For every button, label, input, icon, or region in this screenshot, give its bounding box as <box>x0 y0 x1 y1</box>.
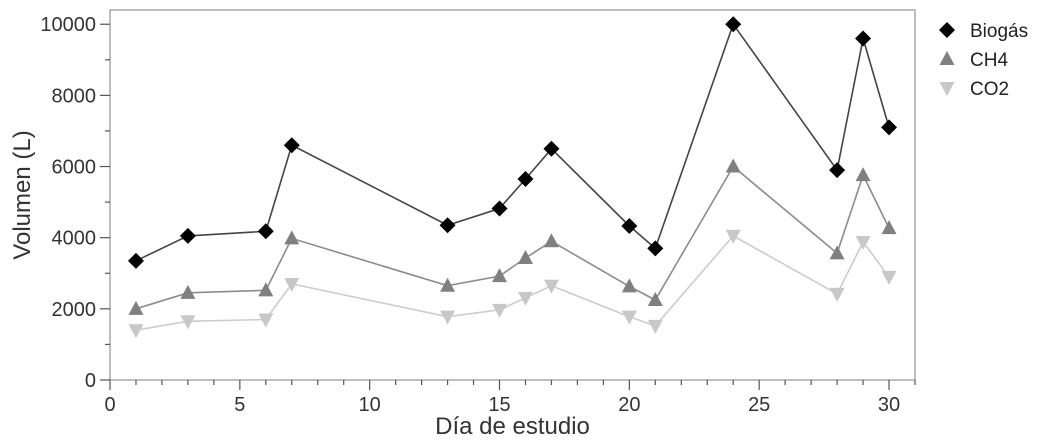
data-point-biog-s <box>621 217 638 234</box>
data-point-biog-s <box>855 30 872 47</box>
data-point-ch4 <box>647 291 663 306</box>
data-point-ch4 <box>492 268 508 283</box>
series-line-ch4 <box>135 165 890 310</box>
data-point-co2 <box>621 310 637 325</box>
data-point-biog-s <box>543 140 560 157</box>
y-tick-label: 2000 <box>52 299 97 321</box>
plot-frame <box>109 9 916 381</box>
y-axis-title: Volumen (L) <box>9 130 36 259</box>
data-point-co2 <box>258 313 274 328</box>
data-point-ch4 <box>440 277 456 292</box>
data-point-co2 <box>128 324 144 339</box>
x-axis-title: Día de estudio <box>435 413 590 440</box>
x-tick-label: 10 <box>359 394 381 416</box>
data-point-co2 <box>855 235 871 250</box>
data-point-biog-s <box>725 16 742 33</box>
x-tick-label: 5 <box>234 394 245 416</box>
data-point-ch4 <box>881 220 897 235</box>
y-tick-label: 4000 <box>52 228 97 250</box>
data-point-ch4 <box>180 284 196 299</box>
legend-marker-biog-s <box>939 22 955 38</box>
data-point-co2 <box>284 277 300 292</box>
x-tick-label: 20 <box>618 394 640 416</box>
data-point-co2 <box>543 279 559 294</box>
data-point-ch4 <box>517 249 533 264</box>
data-point-co2 <box>725 229 741 244</box>
x-tick-label: 30 <box>878 394 900 416</box>
data-point-co2 <box>829 287 845 302</box>
data-point-ch4 <box>258 282 274 297</box>
axes: 0 5 10 15 20 25 30 0 2000 4000 6000 8000 10000 <box>40 9 916 416</box>
data-point-biog-s <box>127 252 144 269</box>
legend-label-biog-s: Biogás <box>970 21 1028 42</box>
data-point-co2 <box>517 291 533 306</box>
data-point-biog-s <box>491 200 508 217</box>
data-point-ch4 <box>855 167 871 182</box>
data-point-ch4 <box>543 233 559 248</box>
data-point-co2 <box>492 303 508 318</box>
legend-marker-co2 <box>939 82 955 96</box>
x-tick-label: 15 <box>488 394 510 416</box>
y-tick-label: 6000 <box>52 157 97 179</box>
y-tick-label: 0 <box>85 370 96 392</box>
data-point-co2 <box>881 270 897 285</box>
series-biog-s <box>127 16 898 269</box>
y-tick-label: 10000 <box>40 14 96 36</box>
data-point-ch4 <box>128 300 144 315</box>
y-tick-label: 8000 <box>52 85 97 107</box>
data-point-biog-s <box>517 170 534 187</box>
x-tick-label: 0 <box>104 394 115 416</box>
data-point-ch4 <box>621 278 637 293</box>
data-point-biog-s <box>439 217 456 234</box>
data-point-biog-s <box>283 137 300 154</box>
x-tick-label: 25 <box>748 394 770 416</box>
legend-label-ch4: CH4 <box>970 50 1008 71</box>
data-point-ch4 <box>284 230 300 245</box>
data-point-ch4 <box>829 245 845 260</box>
legend-label-co2: CO2 <box>970 79 1009 100</box>
data-point-co2 <box>647 319 663 334</box>
data-point-biog-s <box>257 223 274 240</box>
data-point-biog-s <box>647 240 664 257</box>
data-point-biog-s <box>829 162 846 179</box>
data-point-co2 <box>180 315 196 330</box>
series-layer <box>127 16 898 339</box>
legend-marker-ch4 <box>939 51 955 65</box>
series-line-co2 <box>135 234 890 331</box>
legend: Biogás CH4 CO2 <box>939 21 1028 100</box>
series-ch4 <box>128 158 897 315</box>
data-point-biog-s <box>179 227 196 244</box>
series-line-biog-s <box>135 22 890 262</box>
data-point-co2 <box>440 310 456 325</box>
data-point-biog-s <box>881 119 898 136</box>
series-co2 <box>128 229 897 339</box>
data-point-ch4 <box>725 158 741 173</box>
